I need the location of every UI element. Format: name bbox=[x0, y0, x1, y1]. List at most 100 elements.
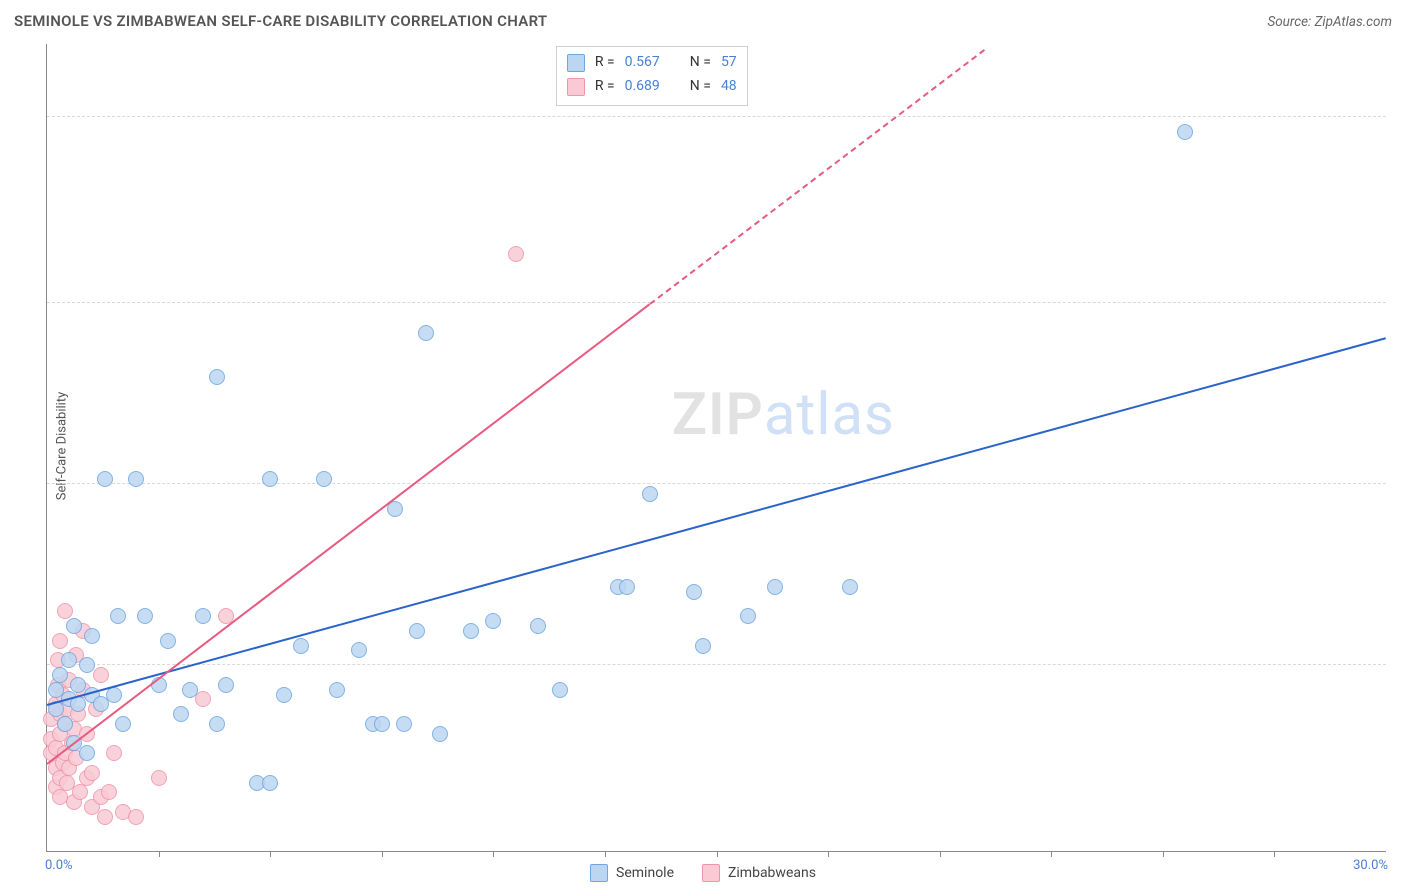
data-point-seminole bbox=[115, 716, 131, 732]
stats-n-label: N = bbox=[690, 75, 711, 99]
data-point-seminole bbox=[262, 471, 278, 487]
data-point-seminole bbox=[61, 652, 77, 668]
data-point-seminole bbox=[842, 579, 858, 595]
data-point-seminole bbox=[173, 706, 189, 722]
data-point-seminole bbox=[485, 613, 501, 629]
data-point-zimbabweans bbox=[57, 603, 73, 619]
data-point-seminole bbox=[57, 716, 73, 732]
stats-r-value: 0.567 bbox=[625, 51, 660, 75]
data-point-seminole bbox=[79, 657, 95, 673]
data-point-seminole bbox=[374, 716, 390, 732]
x-tick bbox=[605, 851, 606, 857]
data-point-seminole bbox=[316, 471, 332, 487]
x-tick bbox=[159, 851, 160, 857]
data-point-zimbabweans bbox=[101, 784, 117, 800]
data-point-seminole bbox=[1177, 124, 1193, 140]
watermark-part2: atlas bbox=[764, 381, 895, 449]
legend-swatch-seminole bbox=[590, 864, 608, 882]
data-point-seminole bbox=[218, 677, 234, 693]
y-tick-label: 11.2% bbox=[1390, 281, 1406, 296]
x-tick bbox=[382, 851, 383, 857]
stats-r-label: R = bbox=[595, 75, 615, 99]
source-name: ZipAtlas.com bbox=[1315, 14, 1392, 30]
x-tick bbox=[717, 851, 718, 857]
data-point-seminole bbox=[128, 471, 144, 487]
data-point-zimbabweans bbox=[84, 765, 100, 781]
y-tick-label: 15.0% bbox=[1390, 95, 1406, 110]
stats-row-zimbabweans: R = 0.689 N = 48 bbox=[567, 75, 737, 99]
data-point-seminole bbox=[767, 579, 783, 595]
gridline-h bbox=[47, 664, 1386, 665]
data-point-seminole bbox=[686, 584, 702, 600]
data-point-seminole bbox=[619, 579, 635, 595]
trend-line-seminole bbox=[47, 337, 1387, 706]
legend-label-seminole: Seminole bbox=[616, 865, 674, 881]
data-point-zimbabweans bbox=[128, 809, 144, 825]
stats-r-label: R = bbox=[595, 51, 615, 75]
data-point-seminole bbox=[97, 471, 113, 487]
data-point-seminole bbox=[293, 638, 309, 654]
data-point-zimbabweans bbox=[106, 745, 122, 761]
x-tick bbox=[1051, 851, 1052, 857]
data-point-seminole bbox=[642, 486, 658, 502]
data-point-seminole bbox=[740, 608, 756, 624]
data-point-seminole bbox=[695, 638, 711, 654]
x-tick bbox=[1274, 851, 1275, 857]
data-point-seminole bbox=[396, 716, 412, 732]
data-point-seminole bbox=[182, 682, 198, 698]
data-point-seminole bbox=[52, 667, 68, 683]
data-point-seminole bbox=[262, 775, 278, 791]
data-point-zimbabweans bbox=[52, 633, 68, 649]
data-point-zimbabweans bbox=[508, 246, 524, 262]
data-point-seminole bbox=[409, 623, 425, 639]
source-prefix: Source: bbox=[1267, 14, 1314, 30]
data-point-seminole bbox=[137, 608, 153, 624]
data-point-seminole bbox=[160, 633, 176, 649]
source-credit: Source: ZipAtlas.com bbox=[1267, 14, 1392, 30]
watermark: ZIPatlas bbox=[672, 381, 895, 449]
data-point-seminole bbox=[209, 369, 225, 385]
data-point-seminole bbox=[552, 682, 568, 698]
data-point-seminole bbox=[66, 618, 82, 634]
legend-item-seminole: Seminole bbox=[590, 864, 674, 882]
legend-label-zimbabweans: Zimbabweans bbox=[728, 865, 816, 881]
x-tick bbox=[493, 851, 494, 857]
data-point-seminole bbox=[84, 628, 100, 644]
stats-legend-box: R =0.567N =57R =0.689N =48 bbox=[556, 46, 748, 106]
gridline-h bbox=[47, 483, 1386, 484]
legend-item-zimbabweans: Zimbabweans bbox=[702, 864, 816, 882]
y-tick-label: 7.5% bbox=[1390, 462, 1406, 477]
x-tick bbox=[270, 851, 271, 857]
data-point-seminole bbox=[79, 745, 95, 761]
data-point-zimbabweans bbox=[93, 667, 109, 683]
data-point-seminole bbox=[530, 618, 546, 634]
data-point-zimbabweans bbox=[195, 691, 211, 707]
data-point-seminole bbox=[209, 716, 225, 732]
stats-swatch-zimbabweans bbox=[567, 78, 585, 96]
stats-swatch-seminole bbox=[567, 54, 585, 72]
data-point-zimbabweans bbox=[97, 809, 113, 825]
data-point-seminole bbox=[276, 687, 292, 703]
data-point-seminole bbox=[351, 642, 367, 658]
stats-n-label: N = bbox=[690, 51, 711, 75]
y-tick-label: 3.8% bbox=[1390, 643, 1406, 658]
data-point-zimbabweans bbox=[72, 784, 88, 800]
data-point-seminole bbox=[195, 608, 211, 624]
stats-r-value: 0.689 bbox=[625, 75, 660, 99]
data-point-zimbabweans bbox=[151, 770, 167, 786]
data-point-seminole bbox=[110, 608, 126, 624]
data-point-seminole bbox=[463, 623, 479, 639]
stats-row-seminole: R =0.567N =57 bbox=[567, 51, 737, 75]
bottom-legend: Seminole Zimbabweans bbox=[0, 864, 1406, 882]
chart-title: SEMINOLE VS ZIMBABWEAN SELF-CARE DISABIL… bbox=[14, 12, 547, 30]
watermark-part1: ZIP bbox=[672, 381, 764, 449]
data-point-seminole bbox=[329, 682, 345, 698]
x-tick bbox=[940, 851, 941, 857]
x-tick bbox=[828, 851, 829, 857]
data-point-seminole bbox=[432, 726, 448, 742]
stats-n-value: 48 bbox=[721, 75, 737, 99]
gridline-h bbox=[47, 302, 1386, 303]
legend-swatch-zimbabweans bbox=[702, 864, 720, 882]
gridline-h bbox=[47, 116, 1386, 117]
x-tick bbox=[1163, 851, 1164, 857]
